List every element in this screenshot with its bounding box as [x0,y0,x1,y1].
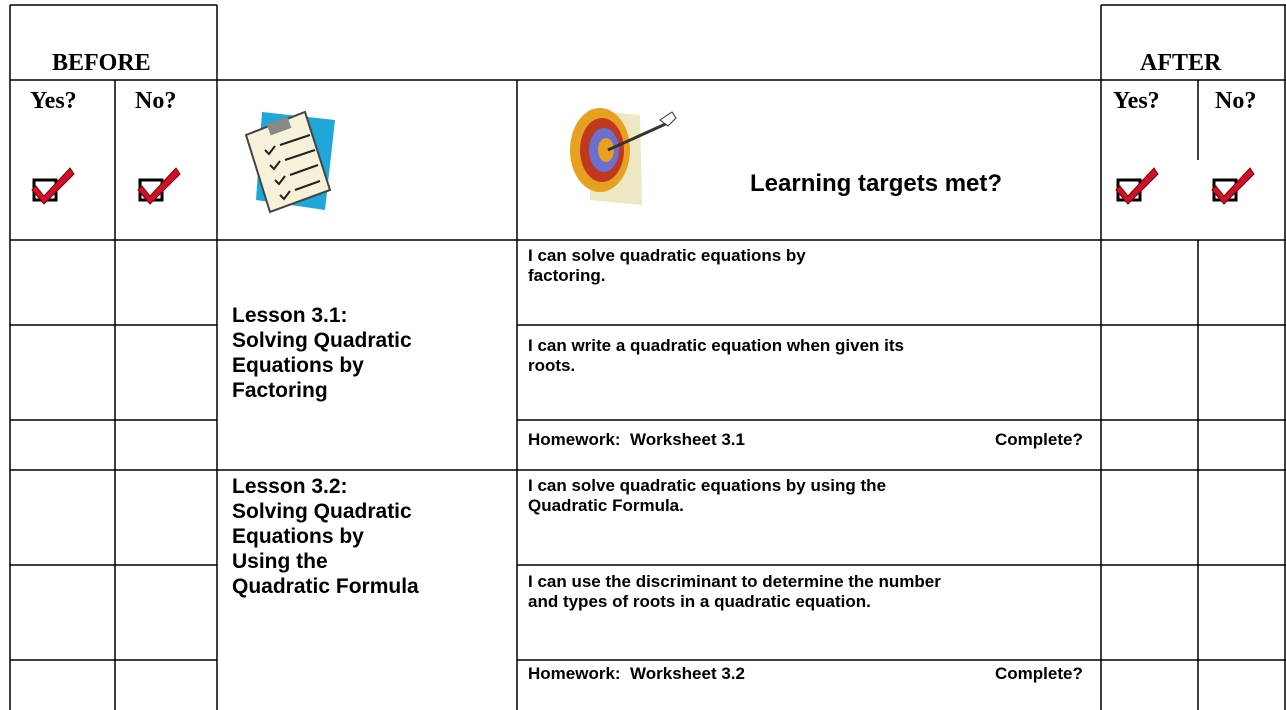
checkbox-icon [30,166,76,206]
target-text: I can solve quadratic equations by facto… [528,246,806,285]
checkbox-icon [1114,166,1160,206]
lesson-title: Lesson 3.1: Solving Quadratic Equations … [232,303,412,403]
lesson-title: Lesson 3.2: Solving Quadratic Equations … [232,474,419,599]
before-yes: Yes? [30,88,77,114]
complete-text: Complete? [995,664,1083,683]
before-title: BEFORE [52,50,151,76]
lesson-title-line: Equations by [232,525,364,548]
lesson-title-line: Lesson 3.2: [232,475,348,498]
lesson-title-line: Factoring [232,379,328,402]
target-text: I can use the discriminant to determine … [528,572,941,611]
complete-text: Complete? [995,430,1083,449]
after-title: AFTER [1140,50,1222,76]
homework-text: Homework: Worksheet 3.2 [528,664,745,683]
target-text: I can write a quadratic equation when gi… [528,336,904,375]
checkbox-icon [136,166,182,206]
before-no: No? [135,88,177,114]
lesson-title-line: Quadratic Formula [232,575,419,598]
targets-header: Learning targets met? [750,170,1003,197]
clipboard-icon [244,110,335,214]
after-no: No? [1215,88,1257,114]
lesson-title-line: Using the [232,550,328,573]
checkbox-icon [1210,166,1256,206]
after-yes: Yes? [1113,88,1160,114]
lesson-title-line: Solving Quadratic [232,329,412,352]
lesson-title-line: Equations by [232,354,364,377]
lesson-title-line: Solving Quadratic [232,500,412,523]
lesson-title-line: Lesson 3.1: [232,304,348,327]
target-icon [570,108,677,205]
target-text: I can solve quadratic equations by using… [528,476,887,515]
homework-text: Homework: Worksheet 3.1 [528,430,745,449]
grid-lines [9,4,1286,710]
